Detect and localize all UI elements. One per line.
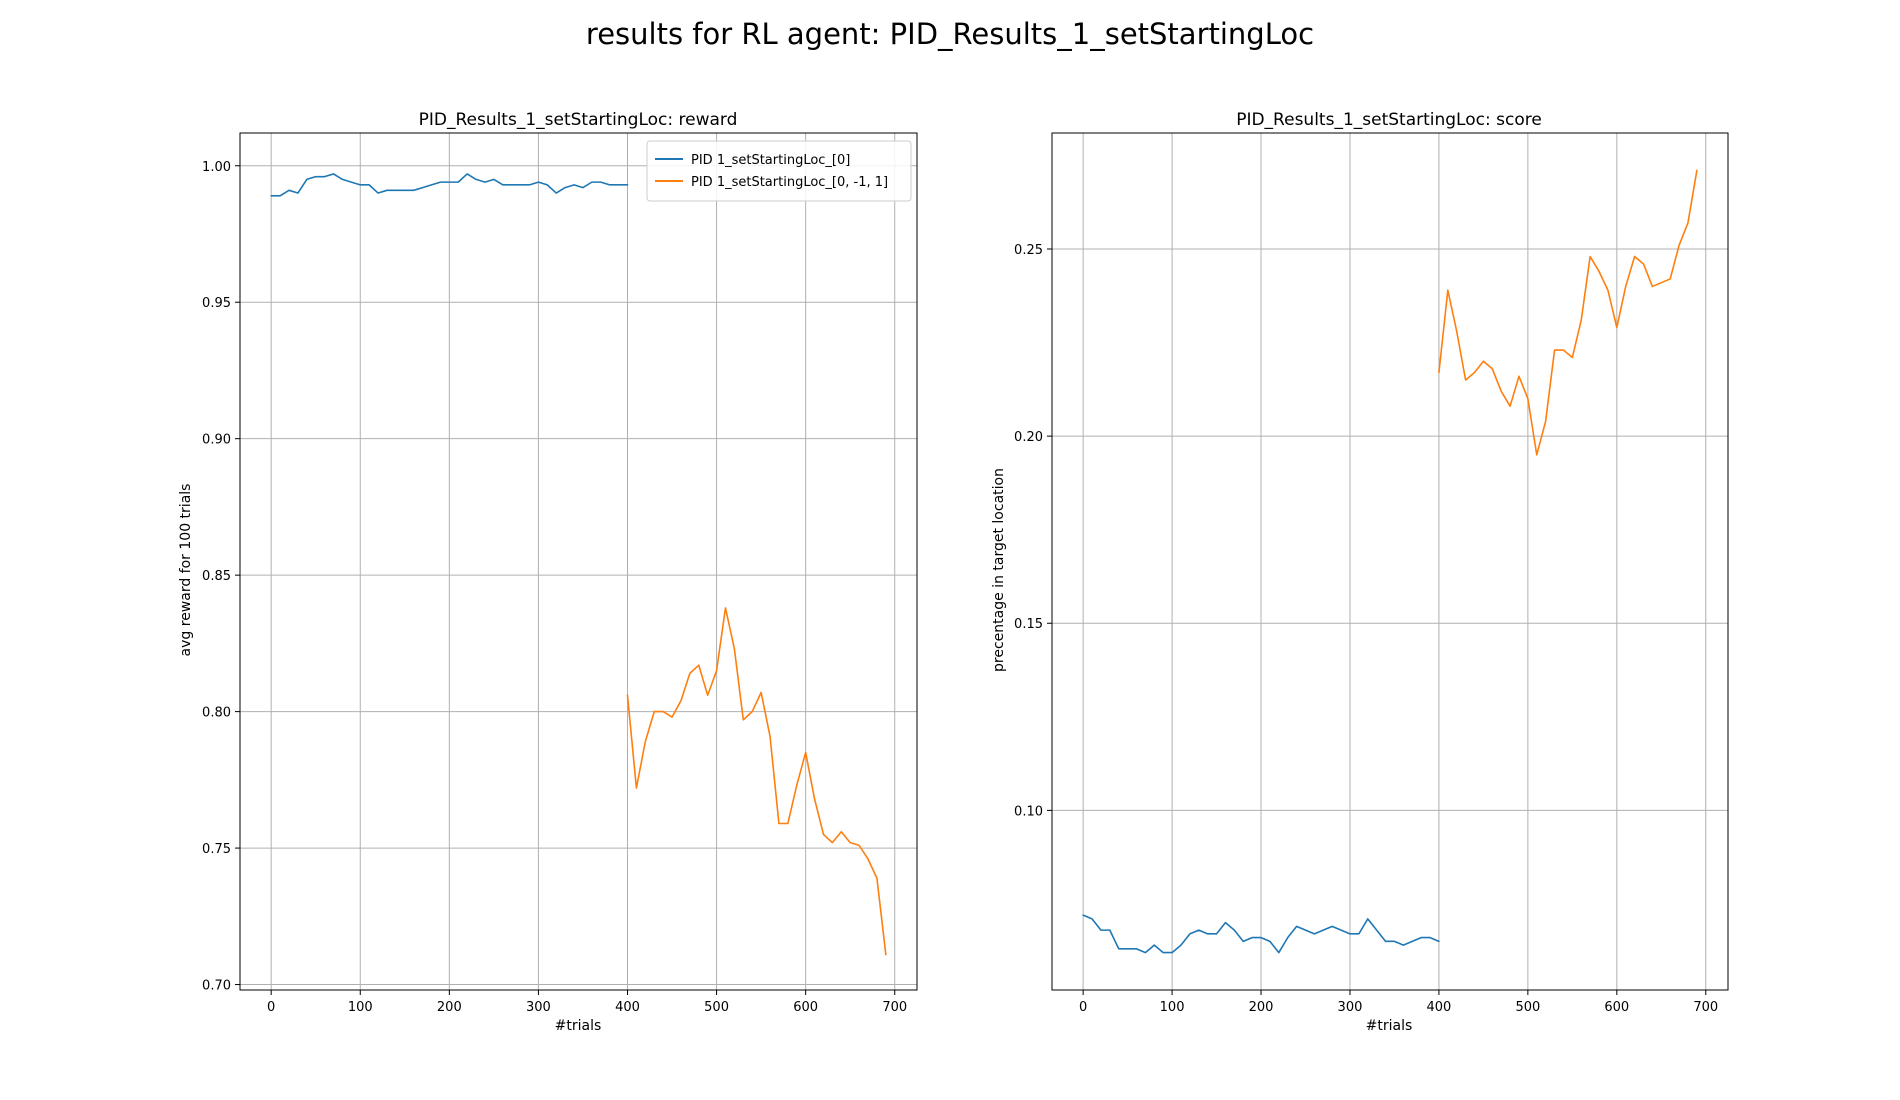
reward-y-tick-label: 1.00 — [202, 160, 231, 175]
score-series-line-1 — [1438, 169, 1698, 456]
score-y-tick-label: 0.25 — [1014, 243, 1043, 258]
reward-x-tick-label: 700 — [882, 1000, 907, 1015]
score-y-axis-label: precentage in target location — [991, 468, 1007, 672]
score-ticks: 0 100 200 300 400 500 600 700 0.10 0.15 0.20 0.25 — [1014, 243, 1718, 1015]
score-x-tick-label: 500 — [1515, 1000, 1540, 1015]
score-axes-frame — [1051, 132, 1729, 991]
score-x-tick-label: 300 — [1338, 1000, 1363, 1015]
reward-y-tick-label: 0.95 — [202, 296, 231, 311]
score-gridlines — [1052, 133, 1728, 990]
reward-legend-box — [646, 140, 912, 202]
score-y-tick-label: 0.15 — [1014, 617, 1043, 632]
reward-y-tick-label: 0.85 — [202, 569, 231, 584]
reward-subplot: PID_Results_1_setStartingLoc: reward #tr… — [178, 110, 918, 1034]
score-x-tick-label: 700 — [1693, 1000, 1718, 1015]
score-y-tick-label: 0.10 — [1014, 804, 1043, 819]
reward-series-line-1 — [626, 607, 887, 956]
reward-x-tick-label: 400 — [615, 1000, 640, 1015]
reward-y-tick-label: 0.80 — [202, 706, 231, 721]
figure-suptitle: results for RL agent: PID_Results_1_setS… — [586, 17, 1314, 51]
reward-series-line-0 — [270, 173, 629, 197]
reward-legend: PID 1_setStartingLoc_[0] PID 1_setStartin… — [646, 140, 912, 202]
score-x-tick-label: 200 — [1249, 1000, 1274, 1015]
score-x-axis-label: #trials — [1366, 1018, 1413, 1034]
reward-x-tick-label: 300 — [526, 1000, 551, 1015]
score-y-tick-label: 0.20 — [1014, 430, 1043, 445]
reward-legend-label: PID 1_setStartingLoc_[0, -1, 1] — [691, 175, 888, 190]
reward-x-tick-label: 100 — [348, 1000, 373, 1015]
reward-series — [270, 173, 887, 956]
reward-y-axis-label: avg reward for 100 trials — [178, 484, 194, 657]
reward-axes-frame — [239, 132, 918, 991]
reward-legend-label: PID 1_setStartingLoc_[0] — [691, 153, 850, 168]
score-x-tick-label: 0 — [1079, 1000, 1087, 1015]
reward-ticks: 0 100 200 300 400 500 600 700 0.70 0.75 0.80 0.85 0.… — [202, 160, 907, 1015]
reward-y-tick-label: 0.90 — [202, 433, 231, 448]
score-series — [1082, 169, 1698, 954]
reward-x-tick-label: 500 — [704, 1000, 729, 1015]
reward-gridlines — [240, 133, 917, 990]
score-subplot-title: PID_Results_1_setStartingLoc: score — [1236, 110, 1542, 130]
score-x-tick-label: 100 — [1160, 1000, 1185, 1015]
reward-x-tick-label: 200 — [437, 1000, 462, 1015]
reward-x-tick-label: 0 — [267, 1000, 275, 1015]
score-x-tick-label: 600 — [1604, 1000, 1629, 1015]
score-x-tick-label: 400 — [1427, 1000, 1452, 1015]
reward-x-axis-label: #trials — [555, 1018, 602, 1034]
score-subplot: PID_Results_1_setStartingLoc: score #tri… — [991, 110, 1729, 1034]
reward-x-tick-label: 600 — [793, 1000, 818, 1015]
reward-subplot-title: PID_Results_1_setStartingLoc: reward — [419, 110, 738, 130]
reward-y-tick-label: 0.75 — [202, 842, 231, 857]
reward-y-tick-label: 0.70 — [202, 979, 231, 994]
score-series-line-0 — [1082, 914, 1440, 954]
